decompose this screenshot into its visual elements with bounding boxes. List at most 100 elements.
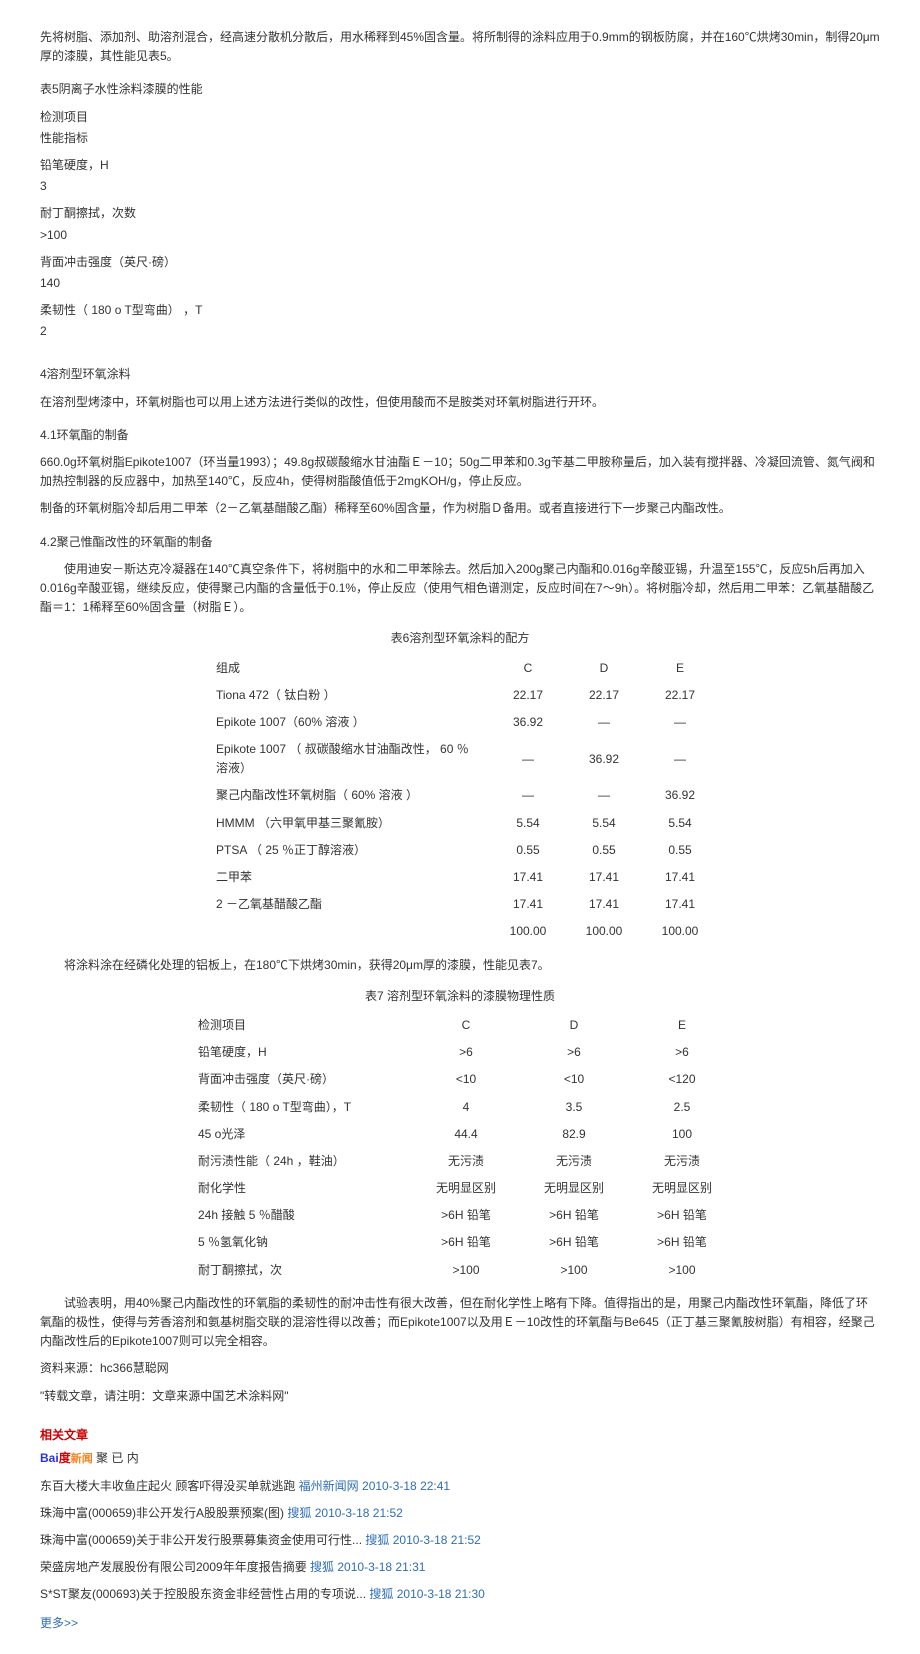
news-date: 2010-3-18 21:52 <box>311 1506 402 1520</box>
news-title[interactable]: 荣盛房地产发展股份有限公司2009年年度报告摘要 <box>40 1560 310 1574</box>
table-cell: <10 <box>520 1066 628 1093</box>
table-cell: PTSA （ 25 ％正丁醇溶液） <box>202 837 490 864</box>
t5-row5b: 2 <box>20 322 900 341</box>
table-row: 聚己内酯改性环氧树脂（ 60% 溶液 ）——36.92 <box>202 782 718 809</box>
news-item: 珠海中富(000659)关于非公开发行股票募集资金使用可行性... 搜狐 201… <box>40 1529 900 1552</box>
table-cell: 2.5 <box>628 1094 736 1121</box>
t7-head-e: E <box>628 1012 736 1039</box>
table-cell: >100 <box>628 1257 736 1284</box>
t5-row3a: 耐丁酮擦拭，次数 <box>20 204 900 223</box>
table-row: 铅笔硬度，H>6>6>6 <box>184 1039 736 1066</box>
news-source[interactable]: 搜狐 <box>310 1560 334 1574</box>
sec42-title: 4.2聚己惟酯改性的环氧酯的制备 <box>20 533 900 552</box>
table-cell: 17.41 <box>490 864 566 891</box>
table-cell: >100 <box>520 1257 628 1284</box>
table-row: Epikote 1007 （ 叔碳酸缩水甘油酯改性， 60 ％溶液）—36.92… <box>202 736 718 782</box>
table-cell: 24h 接触 5 ％醋酸 <box>184 1202 412 1229</box>
table-cell: 2 －乙氧基醋酸乙酯 <box>202 891 490 918</box>
conclusion: 试验表明，用40%聚己内酯改性的环氧脂的柔韧性的耐冲击性有很大改善，但在耐化学性… <box>20 1294 900 1352</box>
table-cell: 5 ％氢氧化钠 <box>184 1229 412 1256</box>
table-cell: 3.5 <box>520 1094 628 1121</box>
table-cell: >6 <box>412 1039 520 1066</box>
table-row: 耐化学性无明显区别无明显区别无明显区别 <box>184 1175 736 1202</box>
table-row: Epikote 1007（60% 溶液 ）36.92—— <box>202 709 718 736</box>
news-source[interactable]: 搜狐 <box>365 1533 389 1547</box>
t5-row3b: >100 <box>20 226 900 245</box>
table-cell: >6H 铅笔 <box>628 1202 736 1229</box>
news-source[interactable]: 搜狐 <box>369 1587 393 1601</box>
sec4-p1: 在溶剂型烤漆中，环氧树脂也可以用上述方法进行类似的改性，但使用酸而不是胺类对环氧… <box>20 393 900 412</box>
news-source[interactable]: 搜狐 <box>287 1506 311 1520</box>
table-cell: 无明显区别 <box>412 1175 520 1202</box>
table-cell: 无污渍 <box>628 1148 736 1175</box>
more-link[interactable]: 更多>> <box>40 1614 900 1633</box>
table-cell: Epikote 1007 （ 叔碳酸缩水甘油酯改性， 60 ％溶液） <box>202 736 490 782</box>
table-cell: 100.00 <box>642 918 718 945</box>
news-title[interactable]: 珠海中富(000659)关于非公开发行股票募集资金使用可行性... <box>40 1533 365 1547</box>
t5-row5a: 柔韧性（ 180 o T型弯曲） ，T <box>20 301 900 320</box>
table-row: 耐丁酮擦拭，次>100>100>100 <box>184 1257 736 1284</box>
table-row: HMMM （六甲氧甲基三聚氰胺）5.545.545.54 <box>202 810 718 837</box>
news-date: 2010-3-18 21:31 <box>334 1560 425 1574</box>
table-cell: — <box>490 782 566 809</box>
sec41-p2: 制备的环氧树脂冷却后用二甲苯（2－乙氧基醋酸乙酯）稀释至60%固含量，作为树脂Ｄ… <box>20 499 900 518</box>
table-cell: — <box>642 736 718 782</box>
sec42-p1: 使用迪安－斯达克冷凝器在140℃真空条件下，将树脂中的水和二甲苯除去。然后加入2… <box>20 560 900 618</box>
t6-head-comp: 组成 <box>202 655 490 682</box>
table-cell: 耐化学性 <box>184 1175 412 1202</box>
table6: 组成 C D E Tiona 472（ 钛白粉 ）22.1722.1722.17… <box>202 655 718 946</box>
related-heading: 相关文章 <box>40 1426 900 1445</box>
table-row: 100.00100.00100.00 <box>202 918 718 945</box>
table5-title: 表5阴离子水性涂料漆膜的性能 <box>20 80 900 99</box>
intro-paragraph: 先将树脂、添加剂、助溶剂混合，经高速分散机分散后，用水稀释到45%固含量。将所制… <box>20 28 900 66</box>
news-item: 荣盛房地产发展股份有限公司2009年年度报告摘要 搜狐 2010-3-18 21… <box>40 1556 900 1579</box>
table-cell: 0.55 <box>642 837 718 864</box>
t5-row2a: 铅笔硬度，H <box>20 156 900 175</box>
table-cell: — <box>566 782 642 809</box>
table-cell: 45 o光泽 <box>184 1121 412 1148</box>
news-title[interactable]: 珠海中富(000659)非公开发行A股股票预案(图) <box>40 1506 287 1520</box>
table-cell: 背面冲击强度（英尺·磅） <box>184 1066 412 1093</box>
news-source[interactable]: 福州新闻网 <box>299 1479 359 1493</box>
t5-row4b: 140 <box>20 274 900 293</box>
table-cell: 柔韧性（ 180 o T型弯曲），T <box>184 1094 412 1121</box>
table-cell: 100.00 <box>566 918 642 945</box>
t6-head-c: C <box>490 655 566 682</box>
source-line: 资料来源：hc366慧聪网 <box>20 1359 900 1378</box>
baidu-news: 新闻 <box>71 1453 93 1465</box>
t5-row2b: 3 <box>20 177 900 196</box>
table-cell: >6H 铅笔 <box>520 1229 628 1256</box>
table-cell: >6 <box>628 1039 736 1066</box>
table-cell: 100.00 <box>490 918 566 945</box>
table7-title: 表7 溶剂型环氧涂料的漆膜物理性质 <box>20 987 900 1006</box>
table-cell: 二甲苯 <box>202 864 490 891</box>
t6-head-e: E <box>642 655 718 682</box>
table-cell: >100 <box>412 1257 520 1284</box>
t7-head-c: C <box>412 1012 520 1039</box>
table-cell: Tiona 472（ 钛白粉 ） <box>202 682 490 709</box>
table-cell: >6H 铅笔 <box>520 1202 628 1229</box>
table6-title: 表6溶剂型环氧涂料的配方 <box>20 629 900 648</box>
reprint-line: "转载文章，请注明：文章来源中国艺术涂料网" <box>20 1387 900 1406</box>
table-cell: 36.92 <box>642 782 718 809</box>
table-row: 背面冲击强度（英尺·磅）<10<10<120 <box>184 1066 736 1093</box>
baidu-keyword: 聚 已 内 <box>96 1451 139 1465</box>
table-cell: 100 <box>628 1121 736 1148</box>
table-cell: — <box>642 709 718 736</box>
table-cell: 36.92 <box>566 736 642 782</box>
table-cell: — <box>490 736 566 782</box>
table-cell: 无污渍 <box>520 1148 628 1175</box>
table-cell: 36.92 <box>490 709 566 736</box>
news-title[interactable]: S*ST聚友(000693)关于控股股东资金非经营性占用的专项说... <box>40 1587 369 1601</box>
news-item: 东百大楼大丰收鱼庄起火 顾客吓得没买单就逃跑 福州新闻网 2010-3-18 2… <box>40 1475 900 1498</box>
table-cell: 44.4 <box>412 1121 520 1148</box>
table-cell: 17.41 <box>642 891 718 918</box>
table-row: 耐污渍性能（ 24h ，鞋油）无污渍无污渍无污渍 <box>184 1148 736 1175</box>
news-title[interactable]: 东百大楼大丰收鱼庄起火 顾客吓得没买单就逃跑 <box>40 1479 299 1493</box>
table-cell: 17.41 <box>566 891 642 918</box>
table-cell: 0.55 <box>490 837 566 864</box>
table-row: 45 o光泽44.482.9100 <box>184 1121 736 1148</box>
baidu-bai: Bai <box>40 1451 59 1465</box>
news-item: S*ST聚友(000693)关于控股股东资金非经营性占用的专项说... 搜狐 2… <box>40 1583 900 1606</box>
table-row: 柔韧性（ 180 o T型弯曲），T43.52.5 <box>184 1094 736 1121</box>
